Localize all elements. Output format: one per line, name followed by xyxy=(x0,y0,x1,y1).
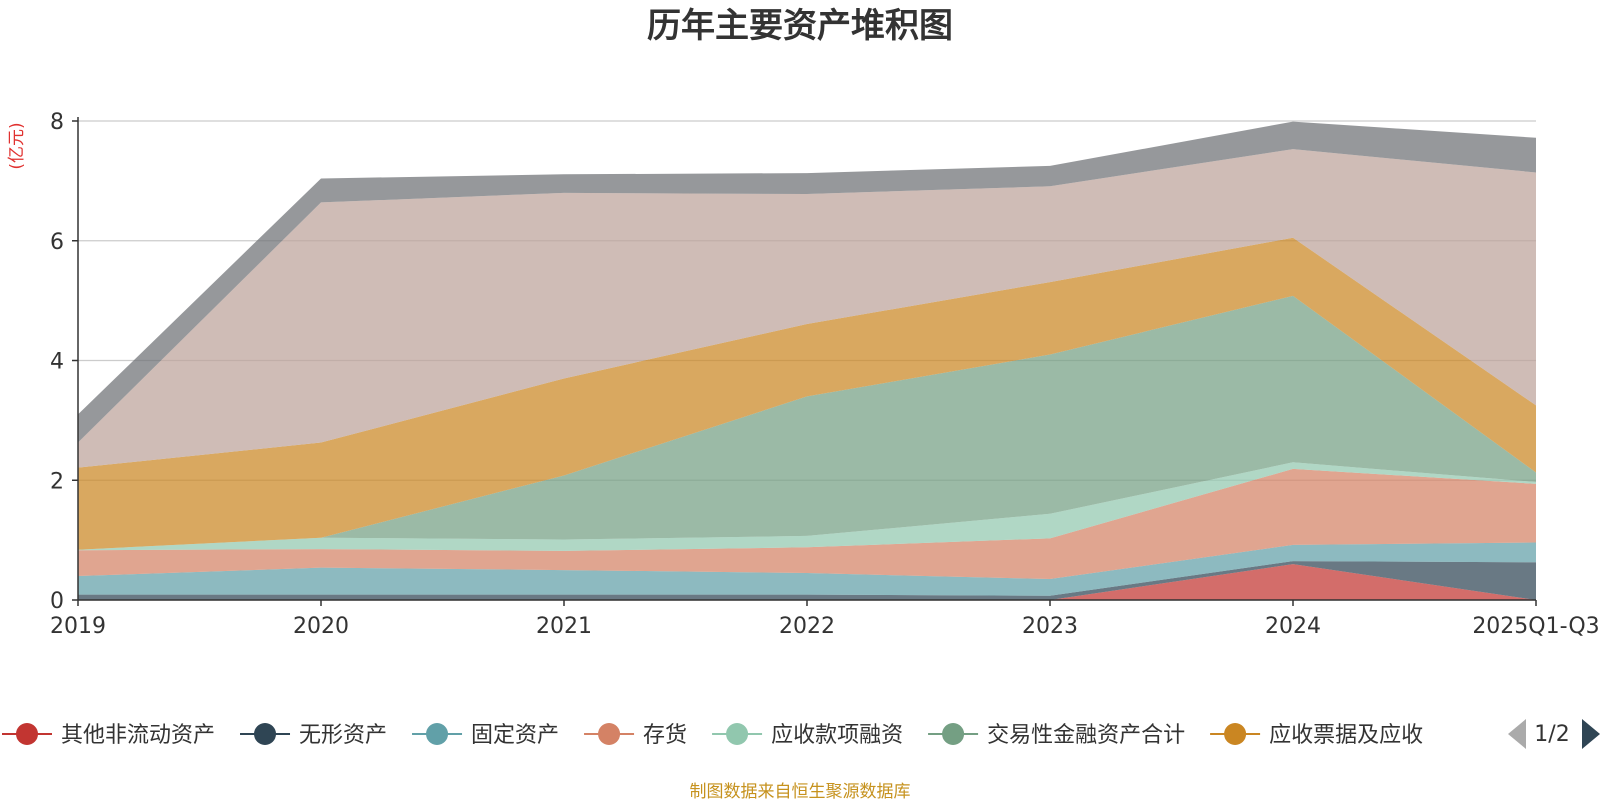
legend-item: 交易性金融资产合计 xyxy=(928,723,1185,748)
y-tick-label: 8 xyxy=(50,110,64,135)
source-note: 制图数据来自恒生聚源数据库 xyxy=(690,782,911,800)
legend: 其他非流动资产 无形资产 固定资产 存货 应收款项融资 交易性金融资产合计 应收票据及应收 1… xyxy=(2,719,1600,749)
x-tick-label: 2021 xyxy=(536,614,592,639)
y-axis-label: (亿元) xyxy=(7,122,27,169)
chart-title: 历年主要资产堆积图 xyxy=(647,6,953,46)
y-tick-label: 6 xyxy=(50,230,64,255)
legend-marker xyxy=(726,723,749,745)
axes: 0 2 4 6 8 2019 2020 2021 2022 2023 2024 2025Q1-Q3 xyxy=(50,110,1600,639)
y-tick-label: 4 xyxy=(50,350,64,375)
x-tick-label: 2023 xyxy=(1022,614,1078,639)
legend-page-indicator: 1/2 xyxy=(1534,722,1569,747)
legend-marker xyxy=(942,723,965,745)
legend-item: 无形资产 xyxy=(240,723,387,748)
legend-label: 其他非流动资产 xyxy=(61,723,215,748)
series-area-2 xyxy=(78,561,1536,600)
x-tick-label: 2025Q1-Q3 xyxy=(1472,614,1599,639)
legend-item: 应收票据及应收 xyxy=(1210,723,1423,748)
series-area-5 xyxy=(78,462,1536,551)
triangle-right-icon[interactable] xyxy=(1582,719,1600,749)
legend-marker xyxy=(598,723,621,745)
triangle-left-icon[interactable] xyxy=(1508,719,1526,749)
series-area-8 xyxy=(78,149,1536,468)
legend-label: 固定资产 xyxy=(471,723,559,748)
legend-marker xyxy=(16,723,38,745)
legend-label: 无形资产 xyxy=(299,723,387,748)
series-area-6 xyxy=(78,295,1536,550)
legend-item: 存货 xyxy=(584,723,687,748)
legend-label: 应收票据及应收 xyxy=(1269,723,1423,748)
series-area-4 xyxy=(78,468,1536,580)
legend-label: 应收款项融资 xyxy=(771,723,903,748)
y-tick-label: 0 xyxy=(50,589,64,614)
x-tick-label: 2024 xyxy=(1265,614,1321,639)
series-area-9 xyxy=(78,121,1536,443)
legend-item: 其他非流动资产 xyxy=(2,723,215,748)
x-tick-label: 2022 xyxy=(779,614,835,639)
legend-item: 应收款项融资 xyxy=(712,723,903,748)
series-areas xyxy=(78,121,1536,600)
series-area-3 xyxy=(78,542,1536,596)
legend-marker xyxy=(254,723,277,745)
legend-marker xyxy=(426,723,449,745)
x-tick-label: 2019 xyxy=(50,614,106,639)
legend-marker xyxy=(1224,723,1247,745)
y-tick-label: 2 xyxy=(50,469,64,494)
legend-label: 存货 xyxy=(643,723,687,748)
legend-label: 交易性金融资产合计 xyxy=(987,723,1185,748)
series-area-1 xyxy=(78,564,1536,600)
x-tick-label: 2020 xyxy=(293,614,349,639)
series-area-7 xyxy=(78,237,1536,550)
legend-item: 固定资产 xyxy=(412,723,559,748)
